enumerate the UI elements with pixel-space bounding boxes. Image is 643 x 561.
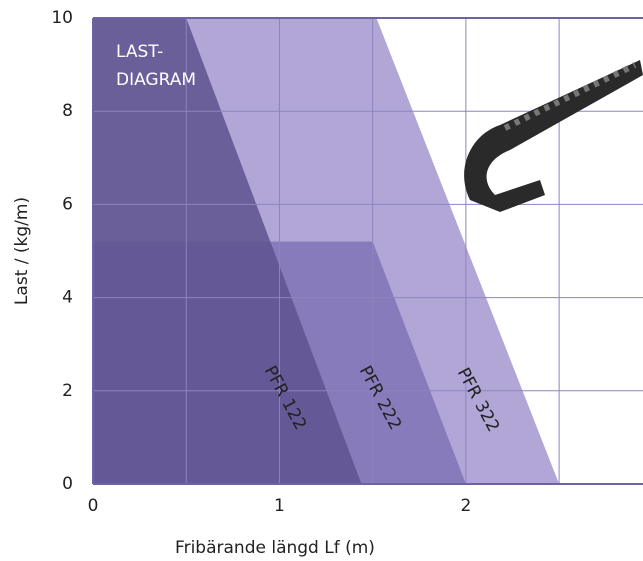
y-axis-title: Last / (kg/m) [12, 197, 32, 305]
y-tick-label: 4 [62, 288, 73, 308]
y-tick-label: 0 [62, 474, 73, 494]
y-tick-label: 6 [62, 194, 73, 214]
x-axis-title: Fribärande längd Lf (m) [175, 538, 375, 558]
x-tick-label: 0 [88, 496, 99, 516]
annotation: DIAGRAM [116, 70, 196, 90]
y-tick-label: 2 [62, 381, 73, 401]
chart: Fribärande längd Lf (m) Last / (kg/m) LA… [0, 0, 643, 561]
x-tick-label: 2 [460, 496, 471, 516]
annotation: LAST- [116, 42, 163, 62]
y-tick-label: 8 [62, 101, 73, 121]
y-tick-label: 10 [51, 8, 73, 28]
cable-chain-image [464, 60, 643, 212]
x-tick-label: 1 [274, 496, 285, 516]
